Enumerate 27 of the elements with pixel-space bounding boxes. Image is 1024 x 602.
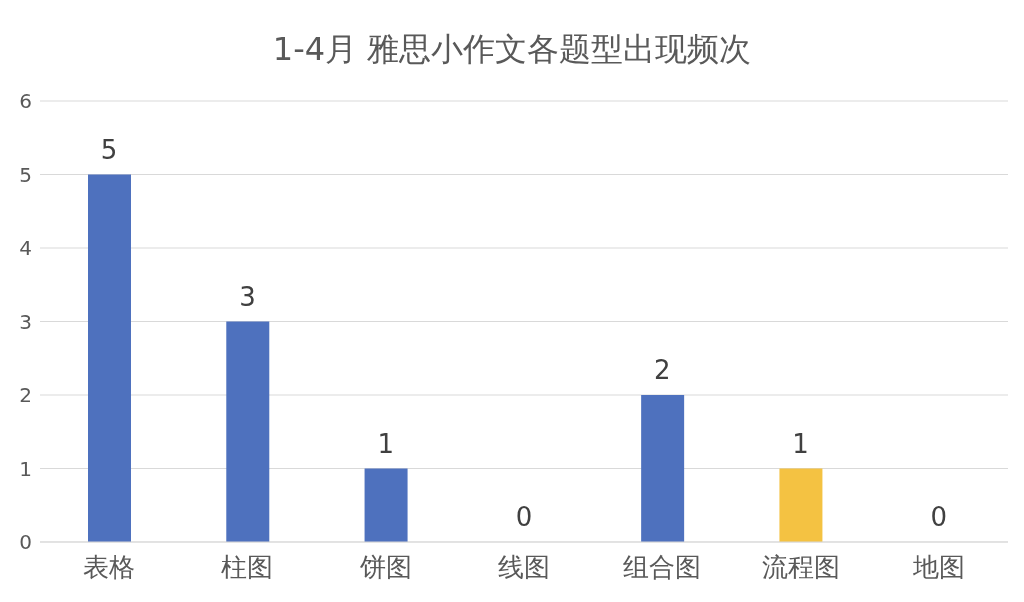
data-label: 3: [239, 281, 256, 312]
x-tick-label: 饼图: [358, 552, 412, 583]
y-tick-label: 4: [19, 236, 32, 261]
x-tick-label: 组合图: [623, 552, 702, 583]
bar: [641, 395, 685, 542]
data-label: 0: [930, 502, 948, 532]
bar: [364, 468, 408, 542]
chart-title: 1-4月 雅思小作文各题型出现频次: [271, 29, 753, 70]
x-tick-label: 表格: [83, 552, 136, 583]
bar: [779, 468, 823, 542]
y-tick-label: 1: [19, 456, 32, 481]
x-tick-label: 流程图: [761, 552, 840, 583]
x-tick-label: 柱图: [221, 552, 274, 583]
x-tick-label: 线图: [498, 552, 550, 583]
data-label: 2: [654, 355, 671, 385]
bar: [88, 174, 131, 542]
bar: [226, 321, 270, 542]
y-tick-label: 2: [19, 383, 32, 408]
y-tick-label: 3: [19, 309, 32, 334]
y-tick-label: 6: [19, 89, 32, 114]
data-label: 0: [515, 502, 533, 532]
data-label: 1: [792, 428, 809, 459]
data-label: 5: [100, 134, 118, 165]
x-tick-label: 地图: [911, 552, 965, 583]
y-tick-label: 0: [19, 530, 32, 555]
y-tick-label: 5: [19, 162, 32, 187]
data-label: 1: [377, 428, 394, 459]
